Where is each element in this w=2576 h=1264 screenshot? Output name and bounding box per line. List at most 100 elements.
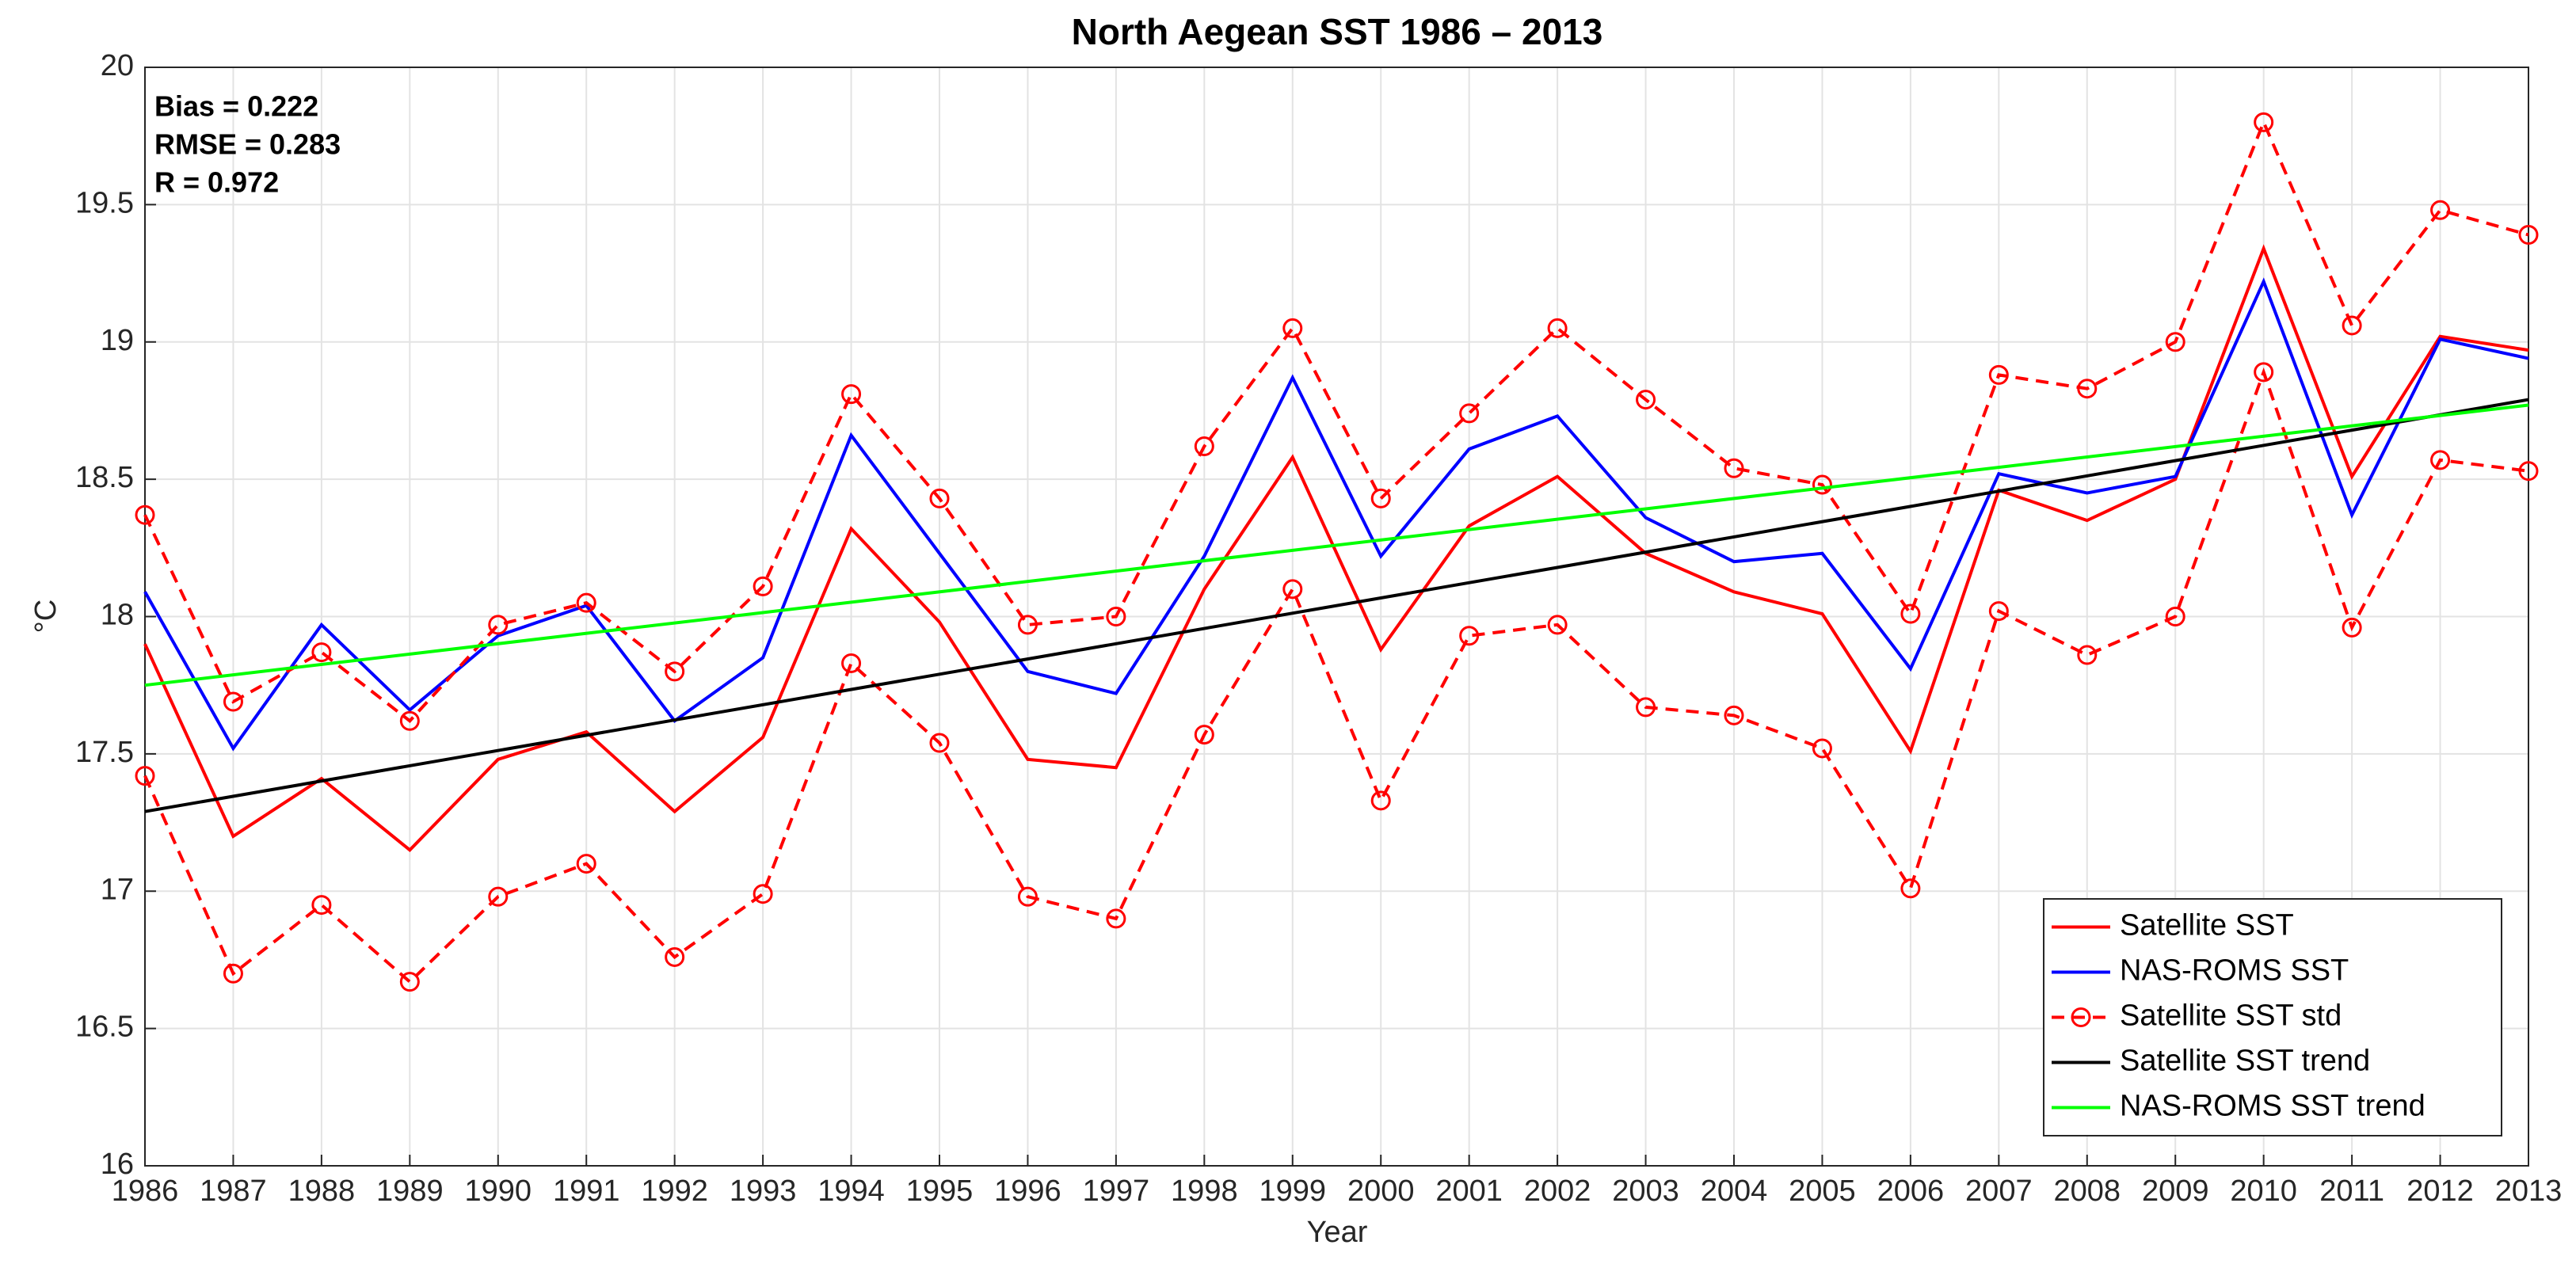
series-marker — [1106, 908, 1126, 929]
series-marker — [1812, 474, 1832, 495]
series-marker — [223, 691, 243, 712]
series-marker — [1547, 318, 1568, 338]
series-marker — [929, 488, 950, 508]
x-tick-label: 2011 — [2319, 1175, 2384, 1208]
series-marker — [1988, 364, 2009, 385]
series-marker — [135, 766, 155, 786]
x-tick-label: 2007 — [1965, 1175, 2033, 1208]
x-tick-label: 2009 — [2142, 1175, 2209, 1208]
legend-label: NAS-ROMS SST — [2120, 954, 2349, 988]
x-tick-label: 1989 — [376, 1175, 444, 1208]
series-marker — [2077, 645, 2098, 665]
series-marker — [1106, 607, 1126, 626]
x-tick-label: 1991 — [553, 1175, 620, 1208]
series-marker — [1547, 615, 1568, 635]
series-marker — [311, 642, 332, 663]
series-line — [143, 367, 2529, 984]
y-tick-label: 18.5 — [75, 461, 134, 494]
series-line — [143, 277, 2529, 752]
series-marker — [2254, 112, 2274, 132]
annotation: RMSE = 0.283 — [154, 128, 341, 161]
series-marker — [223, 963, 243, 984]
legend-label: NAS-ROMS SST trend — [2120, 1090, 2425, 1123]
series-marker — [1900, 603, 1921, 624]
series-marker — [576, 592, 596, 613]
series-marker — [841, 653, 862, 673]
series-marker — [753, 884, 773, 904]
series-line — [143, 118, 2529, 723]
series-marker — [399, 972, 420, 992]
series-marker — [1194, 436, 1214, 457]
legend-box — [2043, 898, 2502, 1136]
y-tick-label: 20 — [101, 49, 134, 82]
x-tick-label: 2000 — [1347, 1175, 1415, 1208]
x-tick-label: 2004 — [1701, 1175, 1768, 1208]
x-tick-label: 1999 — [1259, 1175, 1327, 1208]
series-marker — [2518, 225, 2539, 246]
y-tick-label: 19 — [101, 324, 134, 357]
y-tick-label: 17 — [101, 873, 134, 906]
series-marker — [2430, 200, 2451, 220]
series-line — [143, 244, 2529, 852]
series-marker — [2430, 450, 2451, 470]
series-line — [144, 403, 2529, 687]
series-marker — [1194, 725, 1214, 745]
series-marker — [1017, 615, 1038, 635]
y-tick-label: 19.5 — [75, 186, 134, 219]
series-marker — [1724, 705, 1744, 725]
series-marker — [1988, 601, 2009, 622]
x-tick-label: 1995 — [906, 1175, 974, 1208]
x-tick-label: 2012 — [2406, 1175, 2474, 1208]
series-marker — [753, 576, 773, 596]
x-axis-label: Year — [1307, 1216, 1368, 1249]
series-marker — [2254, 362, 2274, 383]
legend-label: Satellite SST trend — [2120, 1045, 2370, 1078]
x-tick-label: 1992 — [641, 1175, 708, 1208]
chart-title: North Aegean SST 1986 – 2013 — [1072, 11, 1603, 52]
legend-label: Satellite SST — [2120, 909, 2294, 942]
series-marker — [1370, 488, 1391, 508]
x-tick-label: 2005 — [1789, 1175, 1856, 1208]
series-line — [144, 398, 2529, 813]
x-tick-label: 2013 — [2495, 1175, 2563, 1208]
series-marker — [1282, 579, 1303, 600]
legend-marker — [2071, 1007, 2091, 1027]
series-marker — [135, 504, 155, 525]
legend-label: Satellite SST std — [2120, 999, 2342, 1033]
x-tick-label: 1988 — [288, 1175, 356, 1208]
annotation: Bias = 0.222 — [154, 90, 318, 123]
y-tick-label: 16 — [101, 1148, 134, 1181]
x-tick-label: 1987 — [200, 1175, 267, 1208]
series-marker — [1812, 738, 1832, 759]
series-marker — [1017, 886, 1038, 907]
y-tick-label: 16.5 — [75, 1011, 134, 1044]
series-marker — [665, 946, 685, 967]
x-tick-label: 1990 — [465, 1175, 532, 1208]
annotation: R = 0.972 — [154, 166, 279, 199]
y-tick-label: 17.5 — [75, 736, 134, 769]
series-marker — [1282, 318, 1303, 338]
axes-box — [144, 67, 2529, 1167]
series-marker — [2342, 315, 2362, 336]
series-marker — [1636, 390, 1656, 410]
series-marker — [2342, 617, 2362, 638]
x-tick-label: 1998 — [1171, 1175, 1238, 1208]
series-marker — [2518, 461, 2539, 482]
series-marker — [576, 854, 596, 874]
series-marker — [488, 886, 509, 907]
series-marker — [2165, 332, 2185, 352]
series-marker — [1724, 458, 1744, 478]
series-marker — [311, 895, 332, 916]
series-marker — [1370, 790, 1391, 811]
x-tick-label: 1997 — [1083, 1175, 1150, 1208]
series-marker — [1636, 697, 1656, 718]
series-marker — [1459, 403, 1480, 424]
series-marker — [2165, 607, 2185, 626]
x-tick-label: 1994 — [817, 1175, 885, 1208]
series-marker — [929, 733, 950, 753]
y-tick-label: 18 — [101, 599, 134, 632]
series-marker — [488, 615, 509, 635]
x-tick-label: 1996 — [994, 1175, 1061, 1208]
series-marker — [1900, 878, 1921, 899]
